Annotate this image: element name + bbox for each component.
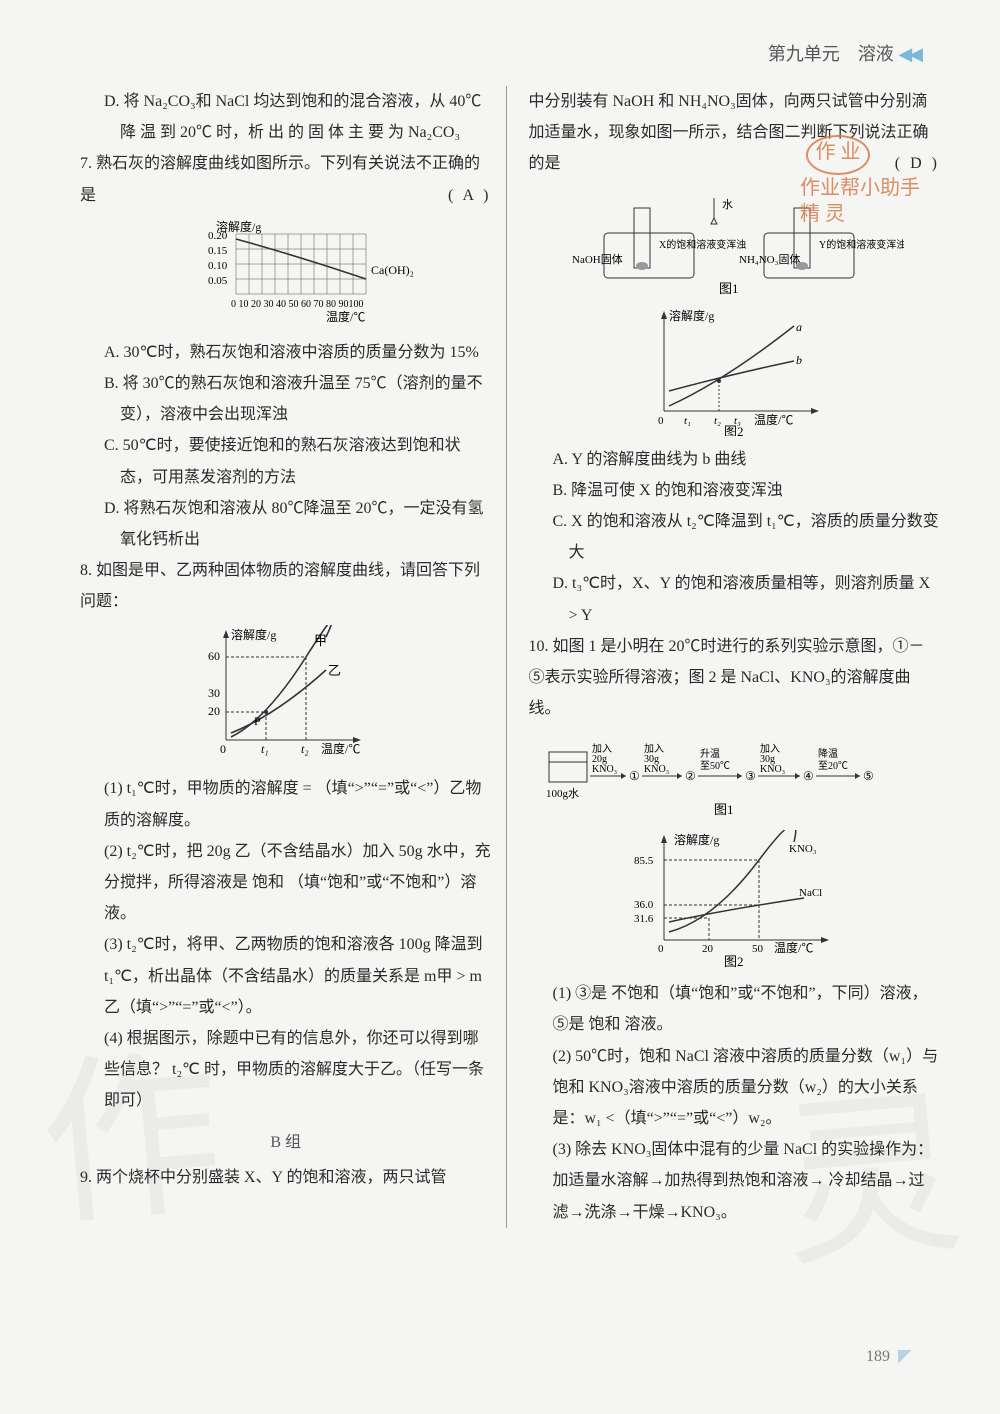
svg-text:0.15: 0.15: [208, 245, 228, 257]
q8-1: (1) t₁℃时，甲物质的溶解度 = （填“>”“=”或“<”）乙物质的溶解度。: [80, 773, 492, 835]
svg-text:至50℃: 至50℃: [700, 760, 730, 772]
svg-text:①: ①: [629, 769, 640, 783]
svg-text:NaCl: NaCl: [799, 887, 822, 899]
svg-text:0: 0: [658, 943, 664, 955]
svg-text:0: 0: [220, 742, 226, 756]
q8-4: (4) 根据图示，除题中已有的信息外，你还可以得到哪些信息？ t₂℃ 时，甲物质…: [80, 1023, 492, 1117]
svg-text:图2: 图2: [724, 424, 744, 436]
svg-text:⑤: ⑤: [863, 769, 874, 783]
svg-text:水: 水: [722, 198, 733, 211]
q10-stem: 10. 如图 1 是小明在 20℃时进行的系列实验示意图，①－⑤表示实验所得溶液…: [529, 631, 941, 725]
svg-text:P: P: [254, 714, 261, 728]
svg-text:X的饱和溶液变浑浊: X的饱和溶液变浑浊: [659, 238, 746, 251]
q7-b: B. 将 30℃的熟石灰饱和溶液升温至 75℃（溶剂的量不变），溶液中会出现浑浊: [80, 368, 492, 430]
q7-d: D. 将熟石灰饱和溶液从 80℃降温至 20℃，一定没有氢氧化钙析出: [80, 493, 492, 555]
svg-text:0.05: 0.05: [208, 275, 228, 287]
q10-3: (3) 除去 KNO₃固体中混有的少量 NaCl 的实验操作为：加适量水溶解→加…: [529, 1134, 941, 1228]
svg-text:温度/℃: 温度/℃: [774, 940, 813, 955]
fig-q10-2: 溶解度/g 85.5 36.0 31.6 KNO₃ NaCl 0 20 50 温…: [529, 830, 941, 970]
unit-label: 第九单元: [768, 44, 840, 64]
svg-text:乙: 乙: [328, 663, 341, 678]
svg-text:20: 20: [702, 943, 714, 955]
svg-text:KNO₃: KNO₃: [760, 764, 785, 775]
svg-text:升温: 升温: [700, 748, 720, 760]
chart-q7: 溶解度/g 0.20 0.15 0.10 0.05 0 10 20 30 40 …: [80, 219, 492, 329]
q8-2: (2) t₂℃时，把 20g 乙（不含结晶水）加入 50g 水中，充分搅拌，所得…: [80, 836, 492, 930]
svg-text:20: 20: [208, 704, 220, 718]
svg-text:图1: 图1: [719, 281, 739, 296]
q7-c: C. 50℃时，要使接近饱和的熟石灰溶液达到饱和状态，可用蒸发溶剂的方法: [80, 430, 492, 492]
svg-text:至20℃: 至20℃: [818, 760, 848, 772]
svg-text:t₁: t₁: [684, 415, 691, 427]
chart-q8-svg: 溶解度/g 60 30 20 甲 乙 P 0 t₁ t₂ 温度/℃: [186, 625, 386, 765]
svg-text:0.10: 0.10: [208, 260, 228, 272]
unit-title: 溶液: [858, 44, 894, 64]
svg-text:t₂: t₂: [714, 415, 721, 427]
svg-text:NH₄NO₃固体: NH₄NO₃固体: [739, 252, 800, 266]
q9-stem-left: 9. 两个烧杯中分别盛装 X、Y 的饱和溶液，两只试管: [80, 1162, 492, 1193]
svg-text:60: 60: [208, 649, 220, 663]
stamp-line1: 作 业: [806, 135, 870, 175]
q6-option-d: D. 将 Na₂CO₃和 NaCl 均达到饱和的混合溶液，从 40℃ 降 温 到…: [80, 86, 492, 148]
q9-d: D. t₃℃时，X、Y 的饱和溶液质量相等，则溶剂质量 X > Y: [529, 568, 941, 630]
chart-q7-svg: 溶解度/g 0.20 0.15 0.10 0.05 0 10 20 30 40 …: [156, 219, 416, 329]
svg-text:31.6: 31.6: [634, 913, 654, 925]
q9-a: A. Y 的溶解度曲线为 b 曲线: [529, 444, 941, 475]
q9-c: C. X 的饱和溶液从 t₂℃降温到 t₁℃，溶质的质量分数变大: [529, 506, 941, 568]
svg-text:④: ④: [803, 769, 814, 783]
svg-text:0 10 20 30 40 50 60 70 80 9010: 0 10 20 30 40 50 60 70 80 90100: [231, 299, 364, 310]
pagenum-decoration: [898, 1350, 930, 1364]
svg-text:图1: 图1: [714, 802, 734, 817]
svg-text:t₂: t₂: [301, 742, 309, 756]
svg-text:Ca(OH)₂: Ca(OH)₂: [371, 263, 414, 277]
q10-1: (1) ③是 不饱和（填“饱和”或“不饱和”，下同）溶液，⑤是 饱和 溶液。: [529, 978, 941, 1040]
svg-text:Y的饱和溶液变浑浊: Y的饱和溶液变浑浊: [819, 238, 904, 251]
svg-text:图2: 图2: [724, 954, 744, 969]
svg-text:36.0: 36.0: [634, 899, 654, 911]
fig-q10-1: 100g水 加入20gKNO₃ ① 加入30gKNO₃ ② 升温至50℃ ③ 加…: [529, 732, 941, 822]
svg-text:b: b: [796, 353, 802, 367]
fig-q9-2: 溶解度/g a b 0 t₁ t₂ t₃ 温度/℃ 图2: [529, 306, 941, 436]
svg-text:②: ②: [685, 769, 696, 783]
stamp-line2: 作业帮小助手: [800, 175, 920, 201]
page-number: 189: [866, 1348, 930, 1366]
q7-a: A. 30℃时，熟石灰饱和溶液中溶质的质量分数为 15%: [80, 337, 492, 368]
q7-text: 7. 熟石灰的溶解度曲线如图所示。下列有关说法不正确的是: [80, 155, 480, 203]
svg-text:30: 30: [208, 686, 220, 700]
svg-text:85.5: 85.5: [634, 855, 654, 867]
stamp-overlay: 作 业 作业帮小助手 精 灵: [800, 135, 920, 227]
svg-text:温度/℃: 温度/℃: [321, 741, 360, 756]
q7-answer: ( A ): [448, 180, 491, 211]
stamp-line3: 精 灵: [800, 201, 920, 227]
svg-text:甲: 甲: [314, 633, 327, 648]
svg-text:NaOH固体: NaOH固体: [572, 252, 623, 266]
q7-stem: 7. 熟石灰的溶解度曲线如图所示。下列有关说法不正确的是 ( A ): [80, 148, 492, 210]
svg-text:温度/℃: 温度/℃: [326, 309, 365, 324]
svg-text:KNO₃: KNO₃: [789, 843, 817, 855]
header-arrow-icon: ◀◀: [898, 44, 920, 64]
section-b-label: B 组: [80, 1127, 492, 1158]
right-column: 中分别装有 NaOH 和 NH₄NO₃固体，向两只试管中分别滴加适量水，现象如图…: [525, 86, 941, 1228]
q10-2: (2) 50℃时，饱和 NaCl 溶液中溶质的质量分数（w₁）与饱和 KNO₃溶…: [529, 1041, 941, 1135]
q8-3: (3) t₂℃时，将甲、乙两物质的饱和溶液各 100g 降温到 t₁℃，析出晶体…: [80, 929, 492, 1023]
svg-text:t₁: t₁: [261, 742, 269, 756]
svg-text:0: 0: [658, 415, 664, 427]
q8-stem: 8. 如图是甲、乙两种固体物质的溶解度曲线，请回答下列问题：: [80, 555, 492, 617]
svg-text:溶解度/g: 溶解度/g: [674, 832, 719, 847]
left-column: D. 将 Na₂CO₃和 NaCl 均达到饱和的混合溶液，从 40℃ 降 温 到…: [80, 86, 507, 1228]
svg-text:100g水: 100g水: [546, 787, 579, 800]
svg-text:降温: 降温: [818, 747, 838, 760]
svg-text:KNO₃: KNO₃: [644, 764, 669, 775]
q9-b: B. 降温可使 X 的饱和溶液变浑浊: [529, 475, 941, 506]
chart-q8: 溶解度/g 60 30 20 甲 乙 P 0 t₁ t₂ 温度/℃: [80, 625, 492, 765]
svg-text:溶解度/g: 溶解度/g: [669, 308, 714, 323]
svg-text:0.20: 0.20: [208, 230, 228, 242]
svg-text:温度/℃: 温度/℃: [754, 412, 793, 427]
page-header: 第九单元 溶液 ◀◀: [80, 40, 940, 66]
svg-text:50: 50: [752, 943, 764, 955]
svg-text:KNO₃: KNO₃: [592, 764, 617, 775]
svg-text:③: ③: [745, 769, 756, 783]
svg-text:溶解度/g: 溶解度/g: [231, 627, 276, 642]
svg-text:a: a: [796, 320, 802, 334]
